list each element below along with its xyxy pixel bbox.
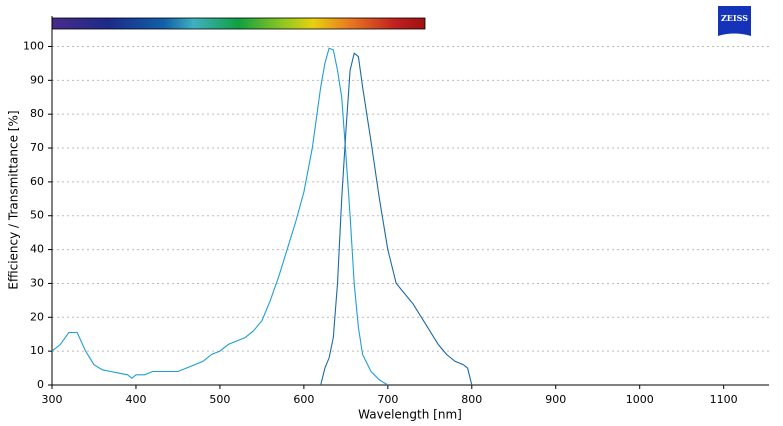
y-tick-label: 30	[30, 276, 44, 289]
y-axis-label: Efficiency / Transmittance [%]	[7, 110, 21, 289]
x-tick-label: 700	[377, 393, 398, 406]
y-tick-label: 70	[30, 141, 44, 154]
x-tick-label: 600	[293, 393, 314, 406]
x-tick-label: 800	[461, 393, 482, 406]
y-tick-label: 100	[23, 39, 44, 52]
x-tick-label: 900	[545, 393, 566, 406]
spectrum-bar	[51, 17, 426, 30]
y-tick-label: 90	[30, 73, 44, 86]
y-tick-label: 80	[30, 107, 44, 120]
x-tick-label: 300	[42, 393, 63, 406]
y-tick-label: 50	[30, 209, 44, 222]
y-tick-label: 0	[37, 378, 44, 391]
logo-text: ZEISS	[721, 13, 748, 23]
series-line	[51, 47, 389, 386]
logo-badge	[718, 6, 751, 36]
logo: ZEISS	[718, 6, 751, 36]
y-tick-label: 10	[30, 344, 44, 357]
x-axis-label: Wavelength [nm]	[358, 408, 462, 422]
x-tick-label: 1100	[710, 393, 738, 406]
y-tick-label: 40	[30, 243, 44, 256]
series-line	[320, 52, 473, 386]
x-tick-label: 500	[209, 393, 230, 406]
y-tick-label: 20	[30, 310, 44, 323]
y-tick-label: 60	[30, 175, 44, 188]
x-tick-label: 400	[125, 393, 146, 406]
x-tick-label: 1000	[626, 393, 654, 406]
